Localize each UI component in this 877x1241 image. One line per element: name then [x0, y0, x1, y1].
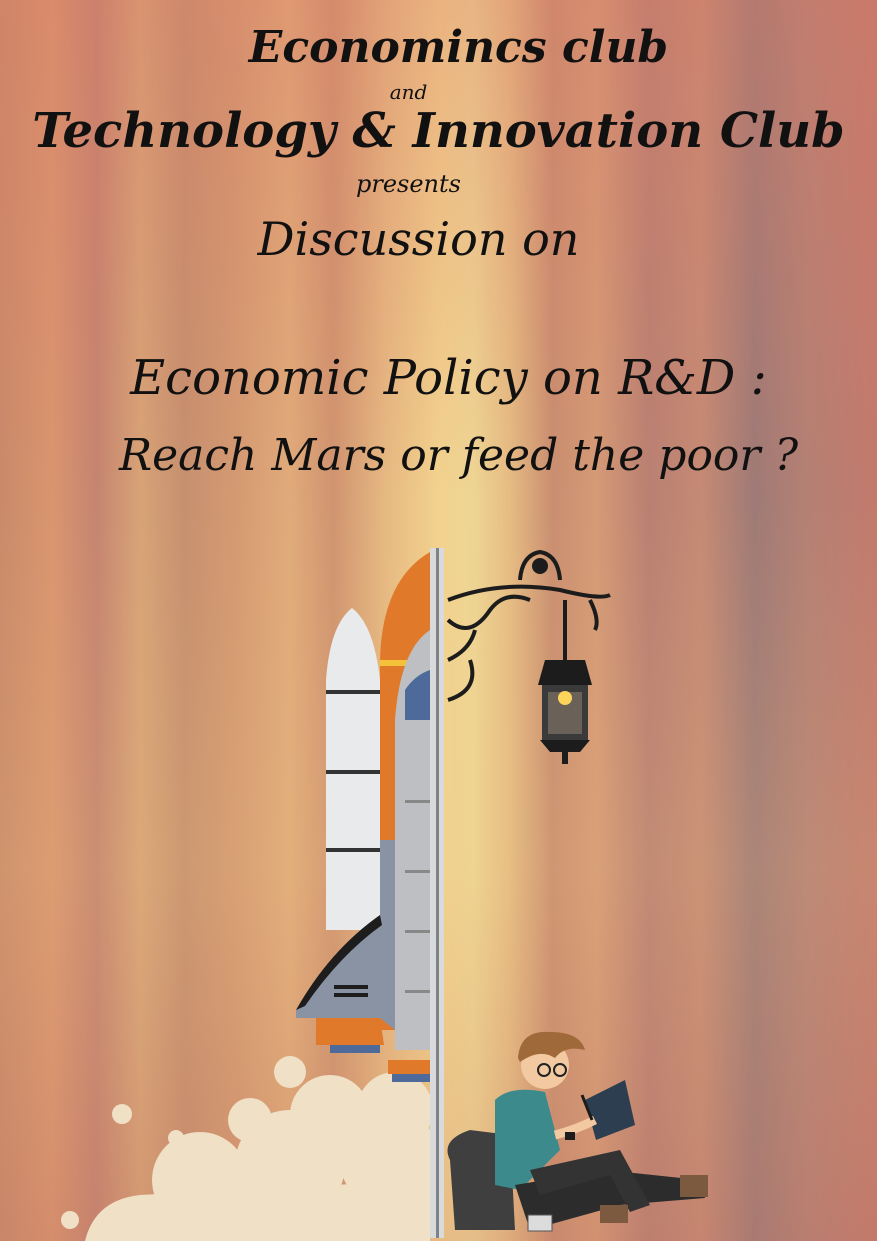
event-type: Discussion on: [257, 212, 580, 266]
connector-text: and: [389, 80, 428, 104]
street-lamp-icon: [446, 549, 611, 702]
presents-text: presents: [356, 170, 461, 198]
topic-title: Economic Policy on R&D :: [130, 350, 767, 406]
lantern-icon: [538, 660, 592, 764]
topic-subtitle: Reach Mars or feed the poor ?: [118, 430, 799, 481]
student-reading-icon: [447, 1031, 708, 1232]
host-club-2: Technology & Innovation Club: [32, 103, 845, 159]
space-shuttle-icon: [296, 552, 430, 1082]
smoke-cloud-icon: [61, 1056, 440, 1241]
host-club-1: Economincs club: [248, 22, 669, 73]
